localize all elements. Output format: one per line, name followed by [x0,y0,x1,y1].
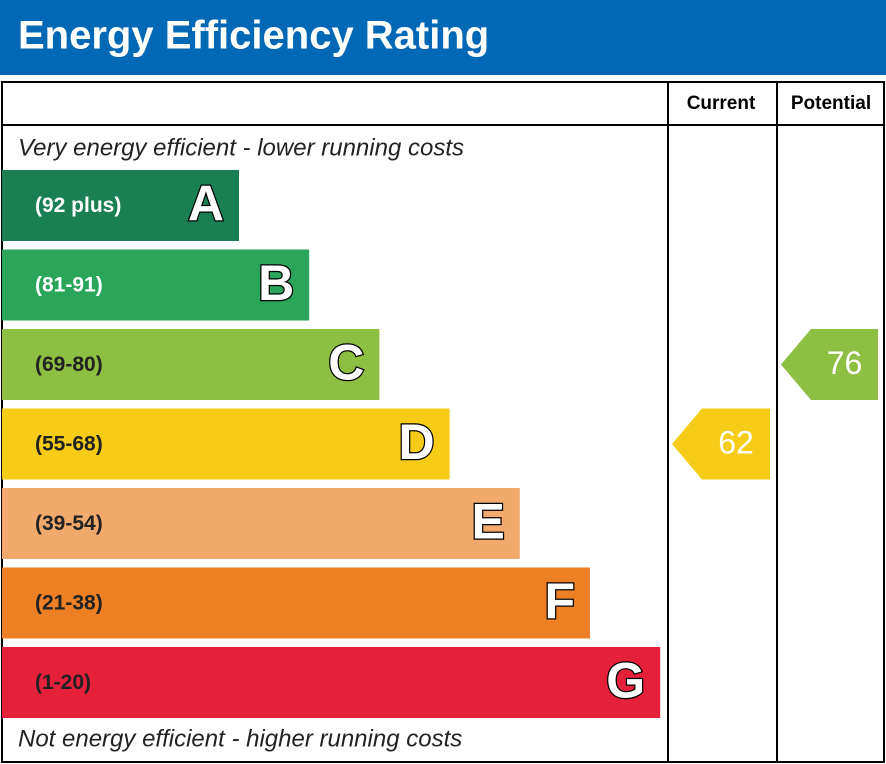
band-bar [2,567,590,639]
band-letter: F [544,573,575,629]
chart-title: Energy Efficiency Rating [18,14,489,58]
band-bar [2,329,380,400]
band-letter: B [258,255,294,311]
band-bar [2,170,239,241]
rating-arrow [672,408,770,480]
band-bar [2,647,661,718]
band-range: (1-20) [35,671,91,694]
top-note: Very energy efficient - lower running co… [18,134,464,161]
band-range: (81-91) [35,274,103,297]
column-header: Potential [791,93,871,114]
bottom-note: Not energy efficient - higher running co… [18,725,462,752]
band-range: (92 plus) [35,194,121,217]
band-range: (69-80) [35,353,103,376]
band-letter: A [188,176,224,232]
band-letter: C [328,335,364,391]
band-letter: G [606,653,645,709]
band-range: (21-38) [35,592,103,615]
band-bar [2,408,450,480]
rating-arrow [781,329,878,400]
band-letter: D [398,414,434,470]
band-bar [2,488,520,559]
rating-value: 62 [718,424,754,460]
band-letter: E [471,494,504,550]
band-range: (55-68) [35,433,103,456]
column-header: Current [687,93,756,114]
header-bar [0,0,886,75]
band-bar [2,249,310,321]
rating-value: 76 [827,345,863,381]
band-range: (39-54) [35,512,103,535]
